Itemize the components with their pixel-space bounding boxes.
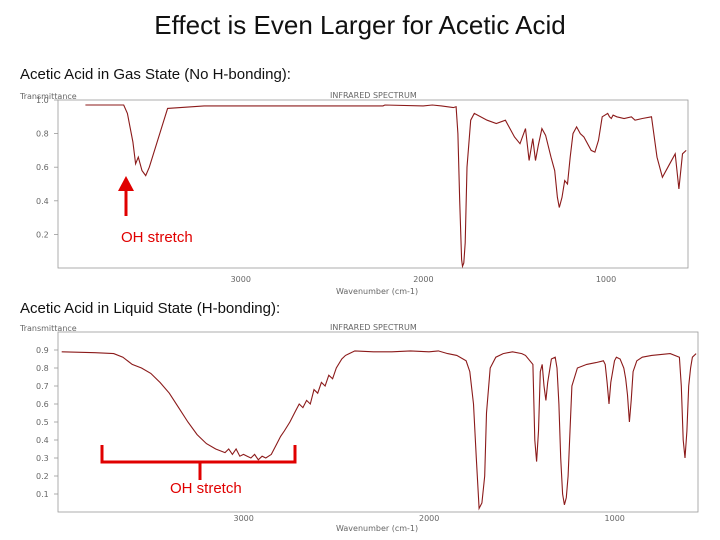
liquid-plot-frame <box>57 331 699 513</box>
liquid-ylabel: Transmittance <box>19 324 77 333</box>
liquid-x-tick-label: 3000 <box>234 514 254 523</box>
liquid-y-tick-label: 0.6 <box>36 400 49 409</box>
liquid-y-tick-label: 0.3 <box>36 454 49 463</box>
gas-y-tick-label: 0.2 <box>36 230 49 239</box>
liquid-y-ticks: 0.9 0.8 0.7 0.6 0.5 0.4 0.3 0.2 0.1 <box>36 346 58 499</box>
liquid-x-tick-label: 2000 <box>419 514 439 523</box>
gas-plot-frame <box>57 99 689 269</box>
gas-y-tick-label: 1.0 <box>36 96 49 105</box>
gas-ylabel: Transmittance <box>19 92 77 101</box>
liquid-xlabel: Wavenumber (cm-1) <box>336 524 418 533</box>
liquid-y-tick-label: 0.5 <box>36 418 49 427</box>
liquid-y-tick-label: 0.7 <box>36 382 49 391</box>
liquid-y-tick-label: 0.1 <box>36 490 49 499</box>
gas-x-tick-label: 3000 <box>231 275 251 284</box>
gas-state-label: Acetic Acid in Gas State (No H-bonding): <box>20 66 291 83</box>
liquid-spectrum-chart: Transmittance INFRARED SPECTRUM 0.90.80.… <box>19 323 699 533</box>
gas-y-tick-label: 0.8 <box>36 130 49 139</box>
slide-title: Effect is Even Larger for Acetic Acid <box>154 10 566 40</box>
gas-xlabel: Wavenumber (cm-1) <box>336 287 418 296</box>
liquid-state-label: Acetic Acid in Liquid State (H-bonding): <box>20 300 281 317</box>
liquid-x-tick-label: 1000 <box>605 514 625 523</box>
liquid-y-tick-label: 0.8 <box>36 364 49 373</box>
gas-y-tick-label: 0.4 <box>36 197 49 206</box>
gas-series-line <box>85 104 687 269</box>
liquid-oh-annotation: OH stretch <box>170 480 242 497</box>
liquid-y-tick-label: 0.4 <box>36 436 49 445</box>
gas-spectrum-chart: Transmittance INFRARED SPECTRUM 1.0 0.8 0.… <box>19 91 689 296</box>
gas-y-tick-label: 0.6 <box>36 163 49 172</box>
gas-x-ticks: 3000 2000 1000 <box>231 275 617 284</box>
gas-oh-annotation: OH stretch <box>121 229 193 246</box>
liquid-x-ticks: 3000 2000 1000 <box>234 514 625 523</box>
gas-chart-title: INFRARED SPECTRUM <box>330 91 417 100</box>
liquid-y-tick-label: 0.2 <box>36 472 49 481</box>
gas-x-tick-label: 2000 <box>413 275 433 284</box>
gas-y-ticks: 1.0 0.8 0.6 0.4 0.2 <box>36 96 58 239</box>
liquid-chart-title: INFRARED SPECTRUM <box>330 323 417 332</box>
liquid-series-line <box>61 350 697 511</box>
gas-x-tick-label: 1000 <box>596 275 616 284</box>
liquid-y-tick-label: 0.9 <box>36 346 49 355</box>
